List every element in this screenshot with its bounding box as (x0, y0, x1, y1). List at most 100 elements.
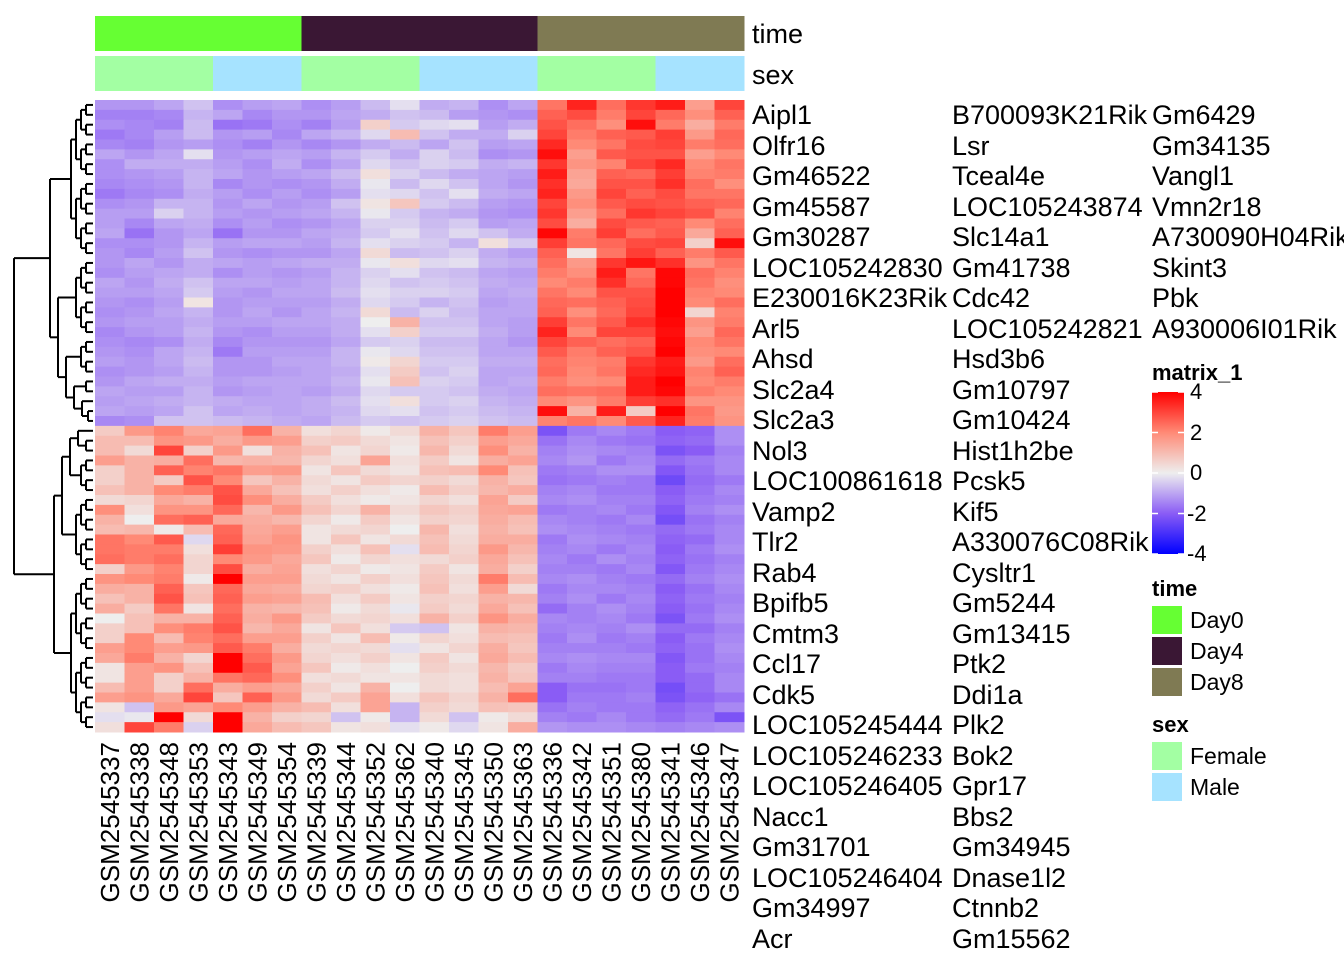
heatmap-cell (154, 149, 184, 160)
legend-label: Day4 (1190, 638, 1244, 664)
heatmap-cell (655, 159, 686, 170)
heatmap-cell (154, 425, 184, 437)
heatmap-cell (242, 583, 273, 595)
heatmap-cell (478, 435, 509, 447)
heatmap-cell (655, 277, 686, 289)
heatmap-cell (213, 514, 243, 526)
row-label: Gm41738 (952, 252, 1071, 283)
heatmap-cell (154, 376, 184, 387)
heatmap-cell (567, 544, 597, 555)
heatmap-cell (655, 465, 686, 476)
heatmap-cell (331, 504, 361, 516)
heatmap-cell (449, 554, 479, 565)
heatmap-cell (95, 495, 125, 506)
heatmap-cell (449, 287, 479, 298)
heatmap-cell (154, 188, 184, 200)
heatmap-cell (360, 356, 391, 368)
heatmap-cell (508, 317, 538, 328)
row-label: Cdc42 (952, 283, 1031, 313)
legend-item-day4: Day4 (1152, 637, 1244, 665)
heatmap-cell (626, 455, 656, 466)
heatmap-cell (360, 327, 391, 338)
heatmap-cell (154, 287, 184, 298)
heatmap-cell (360, 554, 391, 565)
heatmap-cell (272, 386, 302, 397)
heatmap-cell (419, 682, 450, 693)
heatmap-cell (242, 109, 273, 121)
heatmap-cell (154, 554, 184, 565)
heatmap-cell (360, 504, 391, 516)
heatmap-cell (537, 109, 568, 121)
heatmap-cell (154, 455, 184, 466)
heatmap-cell (95, 139, 125, 150)
heatmap-cell (626, 603, 656, 614)
heatmap-cell (272, 129, 302, 140)
heatmap-cell (183, 603, 214, 614)
legend-label: Female (1190, 743, 1267, 769)
heatmap-cell (449, 672, 479, 684)
heatmap-cell (154, 712, 184, 723)
heatmap-cell (537, 524, 568, 535)
time-annotation-cell (537, 16, 568, 51)
heatmap-cell (626, 702, 656, 713)
heatmap-cell (655, 702, 686, 713)
heatmap-cell (478, 702, 509, 713)
heatmap-cell (419, 574, 450, 585)
heatmap-cell (567, 317, 597, 328)
heatmap-cell (449, 159, 479, 170)
heatmap-cell (183, 346, 214, 358)
heatmap-cell (655, 337, 686, 348)
heatmap-cell (508, 564, 538, 575)
heatmap-cell (537, 287, 568, 298)
heatmap-cell (95, 662, 125, 674)
time-annotation-cell (301, 16, 332, 51)
heatmap-cell (213, 208, 243, 219)
heatmap-cell (626, 406, 656, 417)
row-label: LOC105246404 (752, 862, 943, 893)
heatmap-cell (685, 712, 715, 723)
heatmap-cell (508, 662, 538, 674)
heatmap-cell (124, 188, 155, 200)
heatmap-cell (213, 495, 243, 506)
heatmap-cell (655, 376, 686, 387)
heatmap-cell (124, 643, 155, 654)
heatmap-cell (242, 307, 273, 318)
heatmap-cell (449, 346, 479, 358)
heatmap-cell (390, 465, 420, 476)
heatmap-cell (685, 238, 715, 249)
heatmap-cell (419, 613, 450, 624)
heatmap-cell (537, 445, 568, 456)
heatmap-cell (272, 554, 302, 565)
heatmap-cell (213, 692, 243, 703)
heatmap-cell (154, 465, 184, 476)
heatmap-cell (596, 169, 627, 180)
heatmap-cell (183, 267, 214, 279)
heatmap-cell (242, 208, 273, 219)
heatmap-cell (272, 307, 302, 318)
heatmap-cell (655, 386, 686, 397)
heatmap-cell (301, 208, 332, 219)
heatmap-cell (124, 702, 155, 713)
heatmap-cell (478, 109, 509, 121)
heatmap-cell (301, 653, 332, 664)
heatmap-cell (331, 613, 361, 624)
heatmap-cell (183, 495, 214, 506)
heatmap-cell (390, 485, 420, 496)
heatmap-cell (449, 514, 479, 526)
heatmap-cell (537, 218, 568, 229)
heatmap-cell (95, 544, 125, 555)
heatmap-cell (213, 100, 243, 111)
heatmap-cell (478, 425, 509, 437)
heatmap-cell (655, 574, 686, 585)
heatmap-cell (596, 603, 627, 614)
heatmap-cell (685, 337, 715, 348)
row-label: Hsd3b6 (952, 344, 1046, 374)
heatmap-cell (419, 129, 450, 140)
heatmap-cell (419, 712, 450, 723)
row-label: Vmn2r18 (1152, 191, 1262, 222)
heatmap-cell (154, 297, 184, 308)
heatmap-cell (154, 346, 184, 358)
heatmap-cell (331, 534, 361, 545)
heatmap-cell (95, 218, 125, 229)
heatmap-cell (154, 267, 184, 279)
